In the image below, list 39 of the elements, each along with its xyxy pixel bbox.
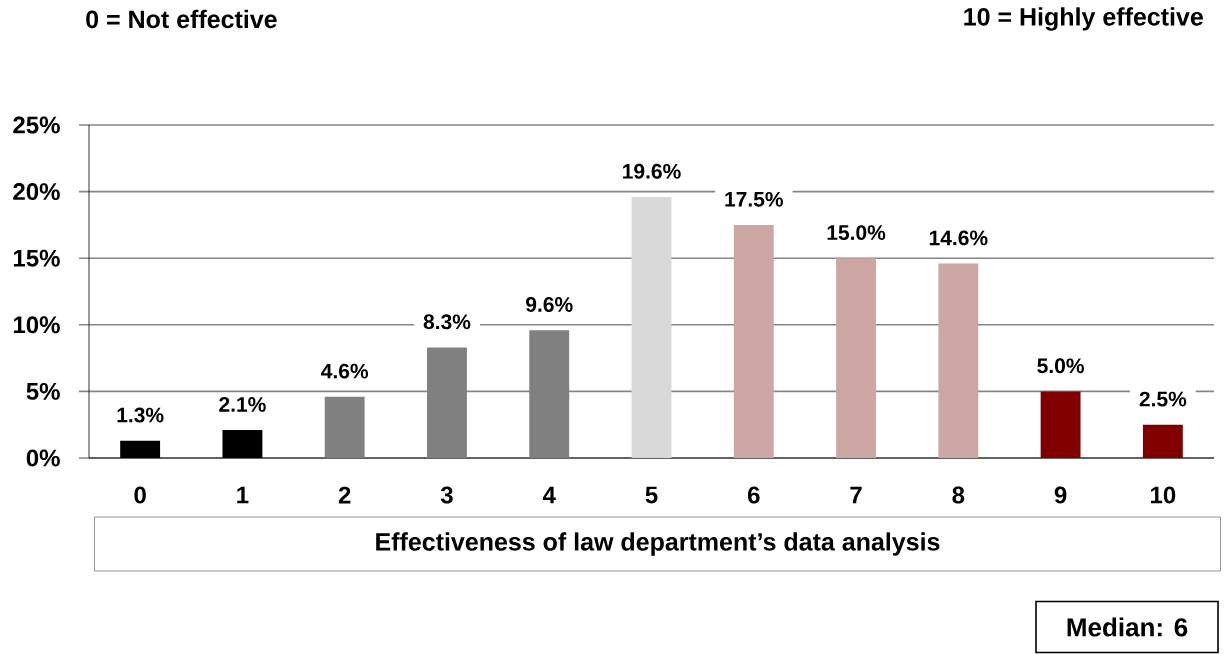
y-tick-label: 5%: [26, 382, 60, 400]
bar: [324, 396, 365, 459]
x-tick-label: 9: [1054, 486, 1067, 504]
y-tick-label: 25%: [13, 116, 60, 134]
data-label: 2.1%: [219, 397, 266, 412]
x-tick-label: 5: [645, 486, 658, 504]
data-label: 1.3%: [117, 407, 164, 423]
x-tick-label: 7: [850, 486, 862, 504]
y-tick-label: 10%: [13, 316, 60, 334]
x-tick-label: 6: [747, 486, 760, 504]
bar: [1040, 391, 1081, 459]
y-tick-label: 20%: [13, 183, 60, 201]
data-label: 8.3%: [423, 314, 471, 330]
data-label: 2.5%: [1139, 391, 1187, 407]
x-tick-label: 2: [338, 486, 351, 504]
text: 10 = Highly effective: [964, 7, 1203, 31]
x-tick-label: 1: [237, 486, 249, 504]
text: Median: 6: [1067, 617, 1188, 637]
x-tick-label: 8: [952, 486, 965, 504]
x-axis-title: Effectiveness of law department’s data analysis: [376, 532, 940, 556]
bar: [836, 258, 876, 459]
x-tick-label: 10: [1151, 486, 1176, 504]
bar: [631, 196, 672, 459]
data-label: 5.0%: [1037, 358, 1084, 374]
x-tick-label: 3: [440, 486, 453, 504]
x-tick-label: 4: [542, 486, 556, 504]
bar: [938, 263, 979, 459]
data-label: 17.5%: [725, 191, 783, 207]
text: 0 = Not effective: [86, 9, 277, 29]
bar: [733, 224, 774, 459]
data-label: 19.6%: [623, 163, 681, 179]
y-tick-label: 0%: [26, 449, 60, 467]
bar: [1142, 424, 1183, 459]
data-label: 4.6%: [321, 363, 369, 379]
x-tick-label: 0: [134, 486, 146, 504]
data-label: 9.6%: [526, 297, 573, 312]
y-tick-label: 15%: [13, 249, 60, 267]
data-label: 14.6%: [929, 230, 988, 246]
data-label: 15.0%: [827, 225, 886, 241]
